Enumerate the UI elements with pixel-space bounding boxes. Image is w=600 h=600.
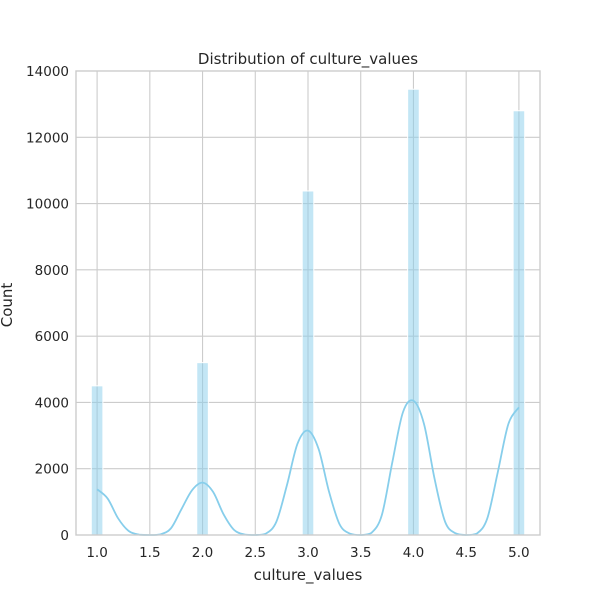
y-tick-label: 8000 bbox=[35, 263, 69, 279]
y-tick-label: 12000 bbox=[26, 130, 69, 146]
histogram-bar bbox=[407, 88, 420, 536]
y-tick-label: 10000 bbox=[26, 197, 69, 213]
kde-curve-group bbox=[96, 399, 520, 536]
plot-frame bbox=[75, 70, 541, 536]
x-tick-label: 5.0 bbox=[508, 545, 529, 561]
histogram-bar bbox=[90, 385, 104, 536]
histogram-bar bbox=[196, 362, 209, 536]
x-tick-label: 2.5 bbox=[245, 545, 266, 561]
plot-border bbox=[75, 70, 541, 536]
y-tick-label: 4000 bbox=[35, 395, 69, 411]
chart-title: Distribution of culture_values bbox=[198, 50, 418, 69]
y-tick-label: 2000 bbox=[35, 462, 69, 478]
y-tick-labels: 0 2000 4000 6000 8000 10000 12000 14000 bbox=[26, 64, 69, 544]
histogram-bar bbox=[301, 190, 315, 536]
histogram-bar bbox=[512, 110, 526, 536]
x-tick-labels: 1.0 1.5 2.0 2.5 3.0 3.5 4.0 4.5 5.0 bbox=[86, 545, 529, 561]
x-tick-label: 4.0 bbox=[403, 545, 424, 561]
y-tick-label: 6000 bbox=[35, 329, 69, 345]
x-tick-label: 1.5 bbox=[139, 545, 160, 561]
x-tick-label: 1.0 bbox=[86, 545, 107, 561]
x-tick-label: 3.0 bbox=[297, 545, 318, 561]
x-tick-label: 2.0 bbox=[192, 545, 213, 561]
y-tick-label: 14000 bbox=[26, 64, 69, 80]
x-axis-label: culture_values bbox=[254, 566, 363, 585]
y-tick-label: 0 bbox=[60, 528, 69, 544]
kde-curve bbox=[96, 399, 520, 536]
x-tick-label: 4.5 bbox=[455, 545, 476, 561]
x-tick-label: 3.5 bbox=[350, 545, 371, 561]
y-axis-label: Count bbox=[0, 283, 16, 328]
